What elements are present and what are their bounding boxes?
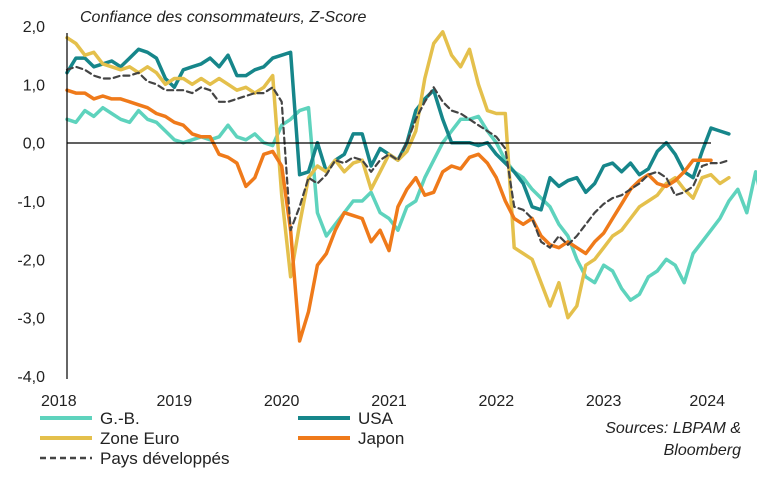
x-tick-label: 2018 — [41, 393, 77, 410]
y-tick-label: -1,0 — [17, 194, 45, 211]
y-tick-label: 2,0 — [23, 19, 45, 36]
y-tick-label: 1,0 — [23, 77, 45, 94]
y-tick-label: -2,0 — [17, 252, 45, 269]
series-line-pays-developpes — [65, 65, 731, 249]
legend-item-usa: USA — [298, 409, 394, 428]
legend-label: Japon — [358, 429, 404, 448]
x-tick-label: 2020 — [264, 393, 300, 410]
x-tick-label: 2022 — [479, 393, 515, 410]
x-tick-label: 2023 — [586, 393, 622, 410]
x-tick-label: 2019 — [157, 393, 193, 410]
series-line-zone-euro — [65, 30, 731, 320]
legend-label: USA — [358, 409, 394, 428]
x-tick-labels: 2018 2019 2020 2021 2022 2023 2024 — [41, 393, 725, 410]
series-line-g-b — [65, 105, 757, 302]
legend-item-zone-euro: Zone Euro — [40, 429, 179, 448]
source-line-2: Bloomberg — [664, 442, 741, 459]
series-layer — [65, 30, 757, 343]
source-line-1: Sources: LBPAM & — [605, 420, 741, 437]
x-tick-label: 2024 — [689, 393, 725, 410]
series-line-japon — [65, 88, 713, 343]
legend-item-g-b: G.-B. — [40, 409, 140, 428]
legend-item-pays-developpes: Pays développés — [40, 449, 229, 468]
chart-title: Confiance des consommateurs, Z-Score — [80, 9, 366, 26]
x-tick-label: 2021 — [371, 393, 407, 410]
legend: G.-B. USA Zone Euro Japon Pays développés — [40, 409, 404, 468]
legend-item-japon: Japon — [298, 429, 404, 448]
y-tick-label: 0,0 — [23, 136, 45, 153]
y-tick-label: -4,0 — [17, 369, 45, 386]
y-tick-label: -3,0 — [17, 311, 45, 328]
legend-label: G.-B. — [100, 409, 140, 428]
legend-label: Zone Euro — [100, 429, 179, 448]
legend-label: Pays développés — [100, 449, 229, 468]
y-tick-labels: 2,0 1,0 0,0 -1,0 -2,0 -3,0 -4,0 — [17, 19, 45, 386]
